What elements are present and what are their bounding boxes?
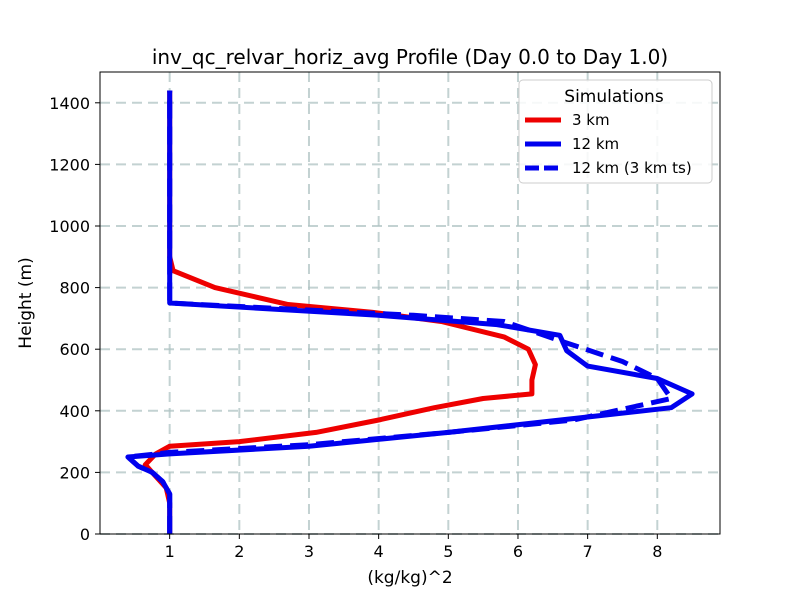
y-tick-label: 200 [59,463,90,482]
legend-entries: 3 km 12 km 12 km (3 km ts) [525,111,692,177]
chart-title: inv_qc_relvar_horiz_avg Profile (Day 0.0… [152,45,668,69]
y-tick-label: 600 [59,340,90,359]
x-tick-label: 7 [583,542,593,561]
series-line-12-km [125,90,695,534]
y-tick-label: 800 [59,279,90,298]
legend-label: 12 km [572,135,619,153]
y-tick-label: 1400 [49,94,90,113]
x-tick-label: 8 [652,542,662,561]
plot-frame [99,71,721,535]
series-line-3-km [142,90,538,534]
x-tick-label: 3 [304,542,314,561]
y-tick-label: 0 [80,525,90,544]
axis-ticks: 1 2 3 4 5 6 7 8 0 200 400 600 800 1000 1200 1400 [49,94,662,561]
legend: Simulations 3 km 12 km 12 km (3 km ts) [518,79,713,184]
legend-box [518,79,713,184]
plot-series [125,90,695,534]
y-tick-label: 1000 [49,217,90,236]
legend-label: 3 km [572,111,610,129]
legend-title: Simulations [564,87,664,107]
x-tick-label: 4 [374,542,384,561]
x-axis-label: (kg/kg)^2 [367,568,452,588]
y-tick-label: 1200 [49,155,90,174]
x-tick-label: 2 [234,542,244,561]
x-tick-label: 1 [165,542,175,561]
legend-label: 12 km (3 km ts) [572,159,692,177]
y-tick-label: 400 [59,402,90,421]
x-tick-label: 6 [513,542,523,561]
y-axis-label: Height (m) [16,257,36,348]
x-tick-label: 5 [443,542,453,561]
